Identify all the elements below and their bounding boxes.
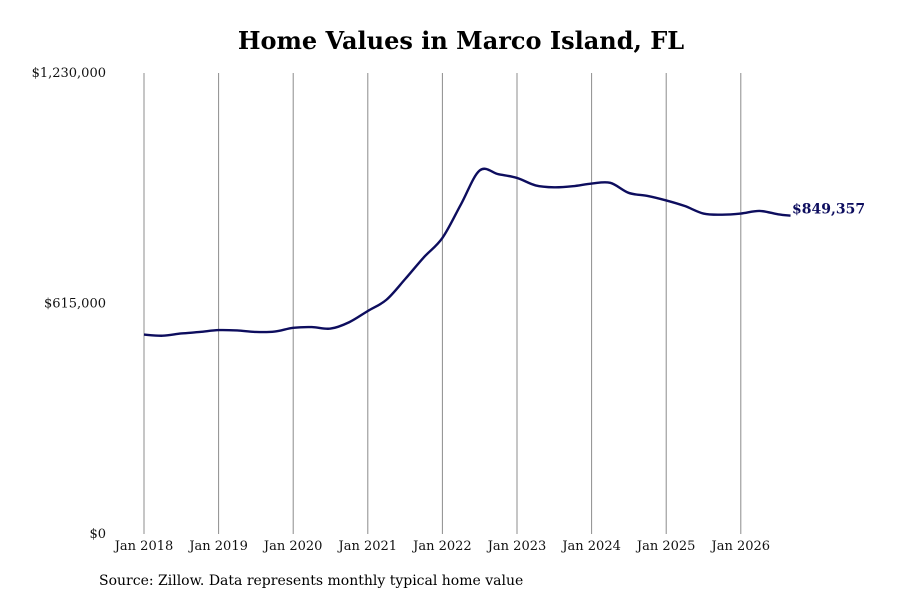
x-tick-label: Jan 2026 bbox=[710, 539, 771, 554]
series-line bbox=[143, 167, 791, 337]
x-tick-label: Jan 2023 bbox=[486, 539, 547, 554]
source-note: Source: Zillow. Data represents monthly … bbox=[99, 573, 524, 589]
x-tick-label: Jan 2020 bbox=[262, 539, 323, 554]
y-tick-label: $0 bbox=[89, 527, 106, 542]
x-tick-label: Jan 2021 bbox=[337, 539, 398, 554]
y-axis-ticks: $0 $615,000 $1,230,000 bbox=[32, 66, 106, 542]
x-tick-label: Jan 2018 bbox=[113, 539, 174, 554]
series bbox=[143, 167, 791, 337]
end-value-label: $849,357 bbox=[792, 202, 865, 218]
chart-title: Home Values in Marco Island, FL bbox=[237, 26, 685, 55]
x-tick-label: Jan 2025 bbox=[635, 539, 696, 554]
x-tick-label: Jan 2024 bbox=[560, 539, 621, 554]
x-tick-label: Jan 2022 bbox=[411, 539, 472, 554]
gridlines bbox=[143, 73, 742, 534]
x-tick-label: Jan 2019 bbox=[187, 539, 248, 554]
x-axis-ticks: Jan 2018 Jan 2019 Jan 2020 Jan 2021 Jan 2022… bbox=[113, 539, 770, 554]
y-tick-label: $1,230,000 bbox=[32, 66, 106, 81]
y-tick-label: $615,000 bbox=[44, 297, 106, 312]
